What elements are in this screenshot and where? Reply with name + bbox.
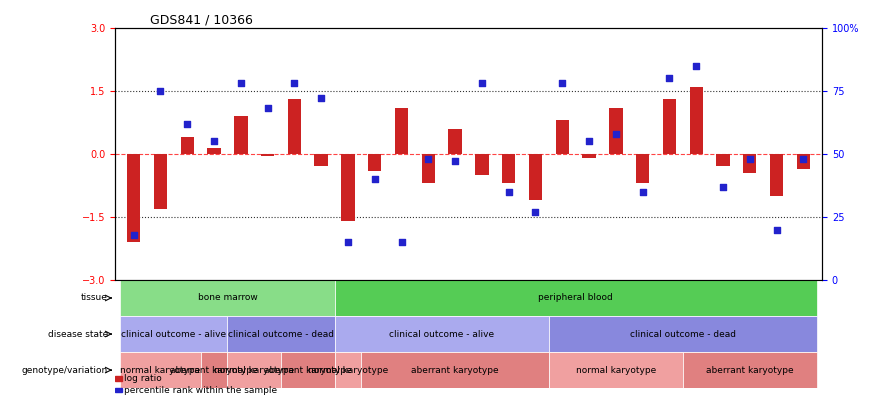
- FancyBboxPatch shape: [334, 316, 549, 352]
- Text: clinical outcome - alive: clinical outcome - alive: [121, 329, 226, 339]
- Text: tissue: tissue: [81, 293, 108, 303]
- Bar: [529, 154, 542, 200]
- Point: [662, 75, 676, 81]
- FancyBboxPatch shape: [227, 316, 334, 352]
- Point: [448, 158, 462, 165]
- Point: [341, 239, 355, 245]
- Bar: [609, 108, 622, 154]
- Bar: [261, 154, 274, 156]
- Text: aberrant karyotype: aberrant karyotype: [171, 366, 258, 375]
- FancyBboxPatch shape: [334, 352, 362, 388]
- Text: aberrant karyotype: aberrant karyotype: [264, 366, 352, 375]
- Text: aberrant karyotype: aberrant karyotype: [706, 366, 794, 375]
- Bar: [770, 154, 783, 196]
- Point: [529, 209, 543, 215]
- Bar: [476, 154, 489, 175]
- Text: normal karyotype: normal karyotype: [214, 366, 294, 375]
- Bar: [368, 154, 382, 171]
- Text: aberrant karyotype: aberrant karyotype: [411, 366, 499, 375]
- Bar: [115, 376, 122, 381]
- Bar: [636, 154, 650, 183]
- Point: [314, 95, 328, 101]
- Bar: [448, 129, 461, 154]
- Point: [154, 88, 168, 94]
- Point: [368, 176, 382, 182]
- FancyBboxPatch shape: [682, 352, 817, 388]
- Bar: [127, 154, 141, 242]
- Text: clinical outcome - dead: clinical outcome - dead: [228, 329, 334, 339]
- Text: clinical outcome - alive: clinical outcome - alive: [389, 329, 494, 339]
- FancyBboxPatch shape: [120, 280, 334, 316]
- Point: [394, 239, 408, 245]
- Text: normal karyotype: normal karyotype: [575, 366, 656, 375]
- Point: [180, 120, 194, 127]
- Text: clinical outcome - dead: clinical outcome - dead: [629, 329, 735, 339]
- Point: [769, 227, 783, 233]
- Bar: [716, 154, 729, 166]
- Text: peripheral blood: peripheral blood: [538, 293, 613, 303]
- Text: GDS841 / 10366: GDS841 / 10366: [150, 13, 253, 27]
- Bar: [341, 154, 354, 221]
- Bar: [422, 154, 435, 183]
- FancyBboxPatch shape: [120, 352, 201, 388]
- Point: [126, 231, 141, 238]
- Point: [743, 156, 757, 162]
- Point: [796, 156, 811, 162]
- Point: [555, 80, 569, 86]
- Text: normal karyotype: normal karyotype: [308, 366, 388, 375]
- Point: [716, 183, 730, 190]
- Point: [475, 80, 489, 86]
- Text: bone marrow: bone marrow: [197, 293, 257, 303]
- Bar: [743, 154, 757, 173]
- Point: [636, 188, 650, 195]
- FancyBboxPatch shape: [362, 352, 549, 388]
- Bar: [208, 148, 221, 154]
- FancyBboxPatch shape: [201, 352, 227, 388]
- Bar: [234, 116, 248, 154]
- Bar: [395, 108, 408, 154]
- Bar: [583, 154, 596, 158]
- Bar: [502, 154, 515, 183]
- Bar: [154, 154, 167, 209]
- FancyBboxPatch shape: [549, 352, 682, 388]
- Text: percentile rank within the sample: percentile rank within the sample: [124, 386, 278, 394]
- FancyBboxPatch shape: [227, 352, 281, 388]
- Text: normal karyotype: normal karyotype: [120, 366, 201, 375]
- Bar: [180, 137, 194, 154]
- Text: genotype/variation: genotype/variation: [21, 366, 108, 375]
- Point: [422, 156, 436, 162]
- Bar: [663, 99, 676, 154]
- Point: [501, 188, 515, 195]
- Bar: [690, 87, 703, 154]
- Point: [287, 80, 301, 86]
- FancyBboxPatch shape: [549, 316, 817, 352]
- Point: [582, 138, 596, 145]
- Text: log ratio: log ratio: [124, 374, 162, 383]
- Point: [233, 80, 248, 86]
- Bar: [555, 120, 569, 154]
- Bar: [287, 99, 301, 154]
- FancyBboxPatch shape: [281, 352, 334, 388]
- Point: [690, 63, 704, 69]
- Bar: [315, 154, 328, 166]
- Bar: [796, 154, 810, 169]
- Bar: [115, 388, 122, 392]
- Text: disease state: disease state: [48, 329, 108, 339]
- Point: [609, 131, 623, 137]
- FancyBboxPatch shape: [120, 316, 227, 352]
- Point: [261, 105, 275, 112]
- FancyBboxPatch shape: [334, 280, 817, 316]
- Point: [207, 138, 221, 145]
